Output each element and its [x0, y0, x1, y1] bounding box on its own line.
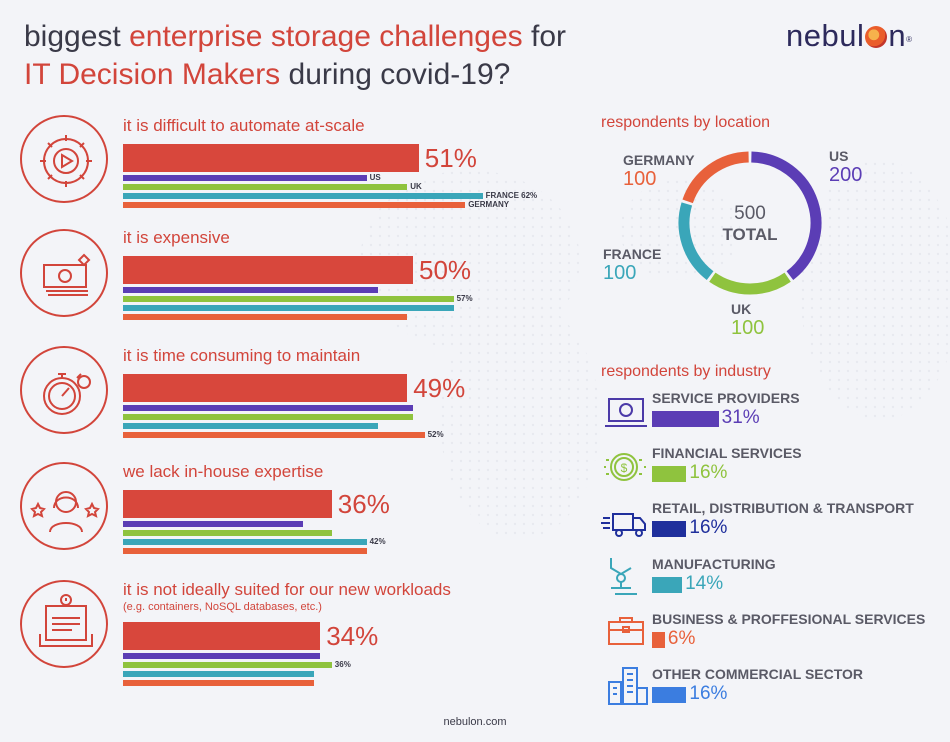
series-bar-uk: [123, 184, 408, 190]
money-icon: [20, 229, 108, 317]
laptop-icon: [603, 396, 649, 435]
series-bar-us: [123, 287, 379, 293]
series-bar-uk: [123, 296, 454, 302]
industry-value-label: 16%: [689, 683, 728, 704]
buildings-icon: [605, 664, 651, 711]
industry-bar: [652, 632, 665, 648]
series-point-label: 52%: [427, 430, 444, 439]
industry-label: MANUFACTURING: [652, 556, 776, 572]
industry-label: RETAIL, DISTRIBUTION & TRANSPORT: [652, 500, 914, 516]
location-donut: [678, 151, 822, 295]
gear-play-icon: [20, 115, 108, 203]
challenge-label: it is expensive: [123, 228, 230, 247]
overall-value-label: 49%: [413, 373, 466, 403]
truck-icon: [601, 508, 647, 547]
person-stars-icon: [20, 462, 108, 550]
series-bar-france: [123, 305, 454, 311]
overall-bar: [123, 144, 419, 172]
donut-total-label: TOTAL: [722, 225, 778, 244]
series-bar-us: [123, 653, 321, 659]
footer-url[interactable]: nebulon.com: [443, 716, 507, 728]
series-bar-germany: [123, 314, 408, 320]
series-point-label: 42%: [369, 537, 386, 546]
overall-bar: [123, 374, 408, 402]
series-bar-us: [123, 521, 303, 527]
swirl-o-icon: [865, 26, 888, 48]
industry-label: FINANCIAL SERVICES: [652, 445, 802, 461]
robot-arm-icon: [603, 556, 649, 601]
briefcase-icon: [605, 614, 651, 653]
industry-bar: [652, 466, 687, 482]
industry-label: OTHER COMMERCIAL SECTOR: [652, 666, 864, 682]
industry-value-label: 14%: [685, 573, 724, 594]
legend-france: FRANCE 100: [603, 246, 662, 284]
industry-value-label: 31%: [721, 407, 760, 428]
overall-bar: [123, 622, 321, 650]
overall-bar: [123, 256, 413, 284]
series-point-label: UK: [410, 182, 422, 191]
donut-slice-us: [751, 151, 822, 280]
series-point-label: FRANCE 62%: [485, 191, 538, 200]
series-bar-us: [123, 175, 367, 181]
challenge-sublabel: (e.g. containers, NoSQL databases, etc.): [123, 601, 322, 613]
overall-value-label: 34%: [326, 621, 379, 651]
svg-text:$: $: [621, 461, 628, 475]
industry-bar: [652, 521, 687, 537]
challenge-label: it is difficult to automate at-scale: [123, 116, 365, 135]
document-tray-icon: [20, 580, 108, 668]
series-bar-uk: [123, 662, 332, 668]
coin-icon: $: [603, 450, 649, 489]
page-title: biggest enterprise storage challenges fo…: [24, 20, 567, 91]
series-bar-france: [123, 539, 367, 545]
donut-slice-uk: [709, 272, 791, 295]
industry-value-label: 6%: [667, 628, 696, 649]
series-bar-germany: [123, 680, 315, 686]
industry-title: respondents by industry: [601, 363, 771, 380]
donut-total-value: 500: [734, 203, 766, 224]
location-title: respondents by location: [601, 114, 770, 131]
series-point-label: GERMANY: [468, 200, 510, 209]
series-bar-uk: [123, 414, 413, 420]
overall-value-label: 51%: [424, 143, 477, 173]
series-point-label: US: [369, 173, 381, 182]
challenge-label: it is not ideally suited for our new wor…: [123, 580, 451, 599]
overall-bar: [123, 490, 332, 518]
industry-value-label: 16%: [689, 517, 728, 538]
series-point-label: 36%: [334, 660, 351, 669]
legend-uk: UK 100: [731, 301, 765, 339]
challenge-label: we lack in-house expertise: [123, 462, 324, 481]
nebulon-logo: nebul n®: [786, 18, 913, 53]
series-bar-france: [123, 423, 379, 429]
donut-center: 500 TOTAL: [700, 203, 800, 245]
overall-value-label: 36%: [337, 489, 390, 519]
series-bar-france: [123, 193, 483, 199]
industry-label: BUSINESS & PROFFESIONAL SERVICES: [652, 611, 926, 627]
industry-bar: [652, 411, 719, 427]
donut-slice-france: [678, 202, 714, 280]
overall-value-label: 50%: [419, 255, 472, 285]
legend-germany: GERMANY 100: [623, 152, 695, 190]
series-point-label: 57%: [456, 294, 473, 303]
series-bar-germany: [123, 548, 367, 554]
industry-value-label: 16%: [689, 462, 728, 483]
series-bar-us: [123, 405, 413, 411]
stopwatch-icon: [20, 346, 108, 434]
industry-bar: [652, 687, 687, 703]
challenge-label: it is time consuming to maintain: [123, 346, 361, 365]
series-bar-germany: [123, 432, 425, 438]
donut-slice-germany: [682, 151, 749, 204]
industry-bar: [652, 577, 683, 593]
series-bar-france: [123, 671, 315, 677]
legend-us: US 200: [829, 148, 863, 186]
series-bar-uk: [123, 530, 332, 536]
industry-label: SERVICE PROVIDERS: [652, 390, 800, 406]
series-bar-germany: [123, 202, 466, 208]
